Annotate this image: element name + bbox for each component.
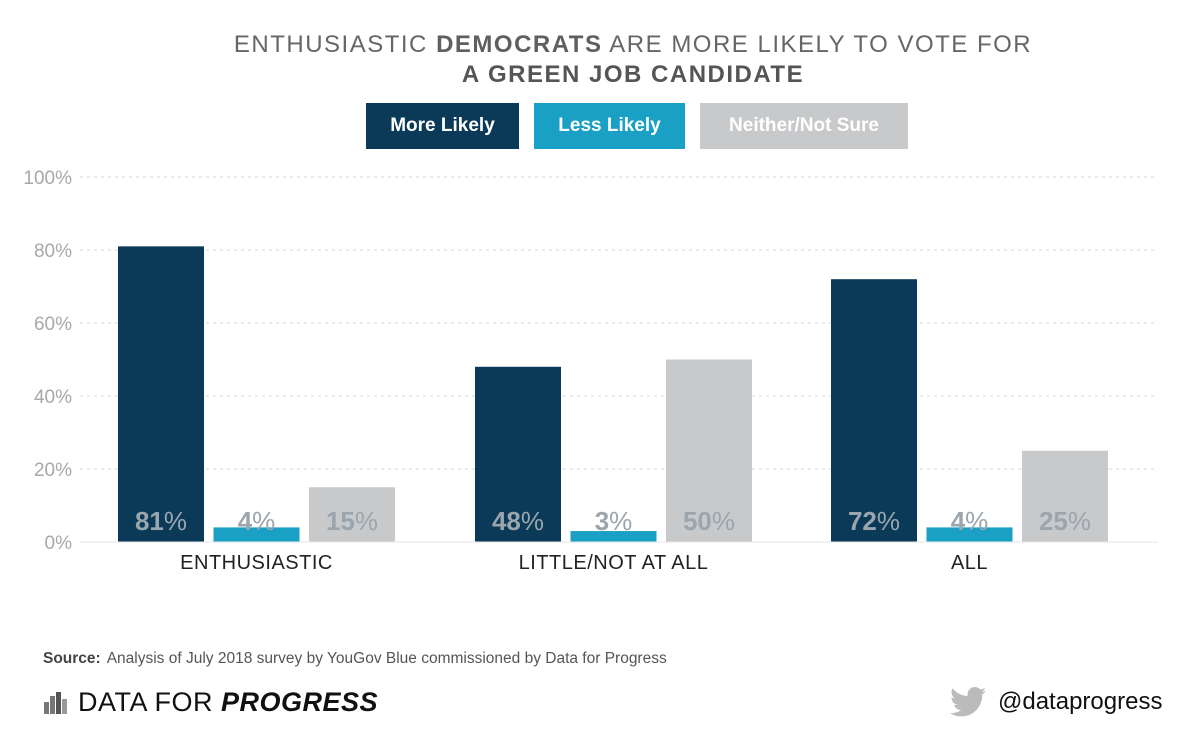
data-label: 50% (683, 506, 735, 536)
data-label: 25% (1039, 506, 1091, 536)
brand-name: DATA FOR PROGRESS (78, 687, 378, 718)
y-tick-label: 20% (34, 460, 72, 481)
legend-neither-not-sure: Neither/Not Sure (700, 103, 908, 149)
source-note: Source: Analysis of July 2018 survey by Y… (43, 650, 667, 668)
twitter-handle[interactable]: @dataprogress (950, 684, 1162, 720)
source-text: Analysis of July 2018 survey by YouGov B… (106, 650, 667, 667)
data-label: 4% (951, 506, 989, 536)
category-label: ALL (951, 552, 988, 574)
bar (1022, 450, 1108, 542)
data-label: 81% (135, 506, 187, 536)
bar (309, 487, 395, 542)
brand-prefix: DATA FOR (78, 686, 222, 717)
title-suffix: ARE MORE LIKELY TO VOTE FOR (602, 31, 1033, 58)
title-prefix: ENTHUSIASTIC (233, 31, 437, 58)
data-label: 15% (326, 506, 378, 536)
bar (118, 246, 204, 542)
data-label: 3% (595, 506, 633, 536)
chart-title-line-2: A GREEN JOB CANDIDATE (461, 61, 805, 88)
bar (666, 359, 752, 542)
legend-more-likely: More Likely (366, 103, 519, 149)
handle-text: @dataprogress (998, 688, 1163, 715)
chart-title-line-1: ENTHUSIASTIC DEMOCRATS ARE MORE LIKELY T… (0, 30, 1201, 60)
bar (570, 531, 657, 542)
legend-less-likely: Less Likely (534, 103, 685, 149)
title-emphasis: DEMOCRATS (436, 31, 603, 58)
y-tick-label: 0% (45, 533, 73, 554)
twitter-bird-icon (950, 687, 986, 717)
data-label: 72% (848, 506, 900, 536)
brand-bold: PROGRESS (221, 686, 379, 717)
bar (213, 527, 300, 542)
bar (831, 279, 917, 542)
y-tick-label: 100% (23, 168, 72, 189)
source-label: Source: (43, 650, 101, 667)
bar-chart-logo-icon (44, 692, 67, 714)
category-label: LITTLE/NOT AT ALL (519, 552, 709, 574)
category-label: ENTHUSIASTIC (180, 552, 333, 574)
y-tick-label: 40% (34, 387, 72, 408)
y-tick-label: 80% (34, 241, 72, 262)
data-label: 48% (492, 506, 544, 536)
data-label: 4% (238, 506, 276, 536)
brand-logo: DATA FOR PROGRESS (44, 684, 378, 720)
y-tick-label: 60% (34, 314, 72, 335)
bar-chart: 0% 20% 40% 60% 80% 100% 81% 4% 15% ENTHUSIASTIC 48… (23, 168, 1158, 574)
bar (926, 527, 1013, 542)
bar (475, 366, 561, 542)
